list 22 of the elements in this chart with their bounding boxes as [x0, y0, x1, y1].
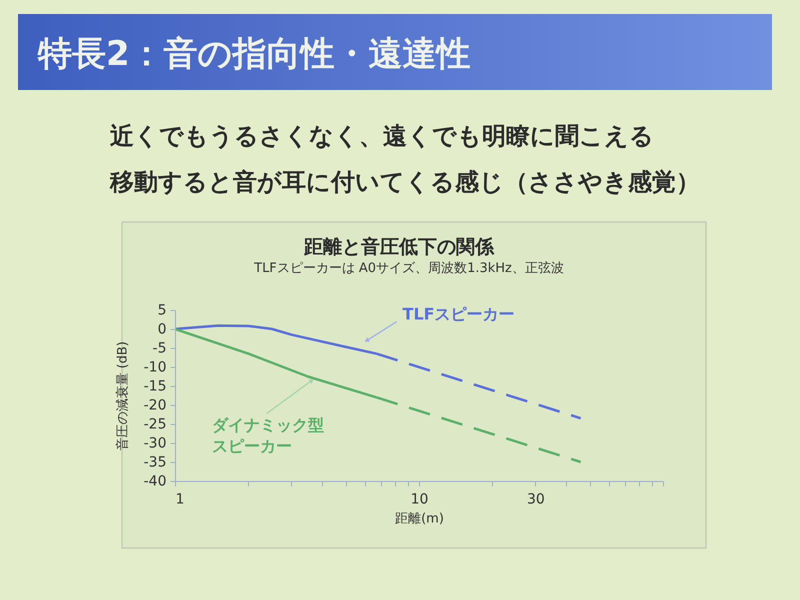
- x-tick-label: 30: [527, 492, 545, 508]
- y-tick-label: -10: [144, 360, 166, 376]
- chart-title: 距離と音圧低下の関係: [303, 236, 495, 258]
- y-tick-label: -15: [144, 378, 166, 394]
- y-axis-title: 音圧の減衰量 (dB): [114, 341, 131, 451]
- y-tick-label: -5: [152, 340, 166, 356]
- chart-subtitle: TLFスピーカーは A0サイズ、周波数1.3kHz、正弦波: [253, 261, 564, 276]
- x-axis-title: 距離(m): [395, 512, 444, 526]
- x-tick-label: 1: [176, 492, 184, 508]
- text: 移動すると音が耳に付いてくる感じ（ささやき感覚）: [109, 168, 700, 196]
- text: ダイナミック型スピーカー: [212, 416, 324, 456]
- x-tick-label: 10: [410, 492, 428, 508]
- y-tick-label: 5: [158, 302, 166, 318]
- text: 特長2：音の指向性・遠達性: [37, 34, 471, 74]
- y-tick-label: -25: [144, 416, 166, 432]
- y-tick-label: -30: [144, 436, 166, 452]
- y-tick-label: -20: [144, 398, 166, 414]
- text: 近くでもうるさくなく、遠くでも明瞭に聞こえる: [110, 122, 654, 150]
- text: TLFスピーカー: [402, 304, 515, 324]
- y-tick-label: 0: [158, 322, 166, 338]
- y-tick-label: -35: [144, 454, 166, 470]
- y-tick-label: -40: [144, 474, 166, 490]
